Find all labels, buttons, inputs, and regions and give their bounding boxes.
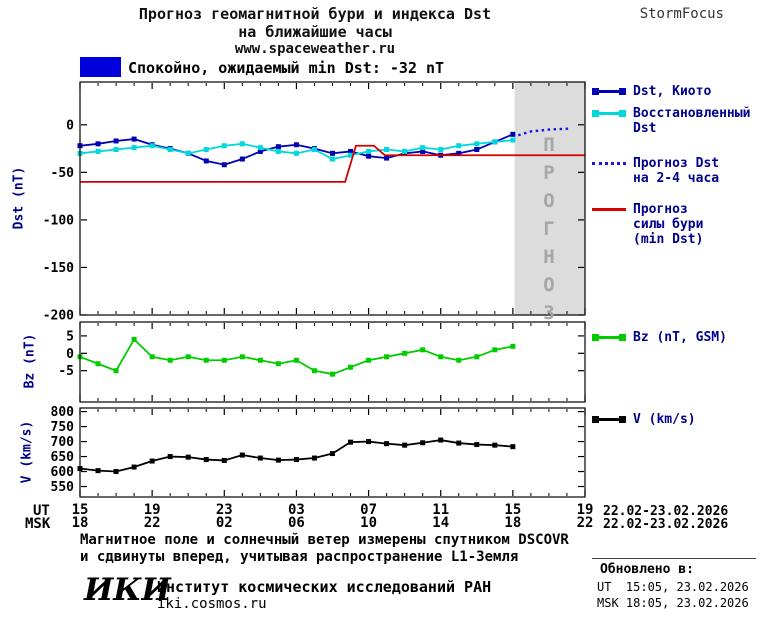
legend-restored-dst: Восстановленный — [592, 106, 750, 121]
svg-text:22: 22 — [144, 515, 161, 531]
site-url: www.spaceweather.ru — [234, 41, 396, 57]
footnote-line1: Магнитное поле и солнечный ветер измерен… — [80, 532, 569, 548]
svg-text:18: 18 — [72, 515, 89, 531]
status-color-box — [80, 57, 121, 77]
ut-axis-label: UT — [33, 503, 50, 519]
legend-storm-label: Прогноз — [633, 202, 688, 217]
svg-text:-200: -200 — [43, 309, 74, 324]
footnote-line2: и сдвинуты вперед, учитывая распростране… — [80, 549, 519, 565]
legend-storm-forecast: Прогноз — [592, 202, 688, 217]
svg-text:-150: -150 — [43, 261, 74, 276]
svg-text:02: 02 — [216, 515, 233, 531]
updated-ut: UT 15:05, 23.02.2026 — [597, 580, 749, 594]
msk-date-range: 22.02-23.02.2026 — [603, 517, 729, 532]
storm-forecast-swatch — [592, 208, 626, 211]
institute-logo: ИКИ — [84, 572, 171, 608]
svg-text:550: 550 — [51, 480, 75, 495]
restored-dst-swatch — [592, 110, 626, 117]
updated-heading: Обновлено в: — [600, 562, 694, 577]
forecast-dst-swatch — [592, 162, 626, 165]
page-title: Прогноз геомагнитной бури и индекса Dst — [138, 5, 492, 23]
legend-bz-label: Bz (nT, GSM) — [633, 330, 727, 345]
svg-text:10: 10 — [360, 515, 377, 531]
svg-text:5: 5 — [66, 329, 74, 344]
svg-text:07: 07 — [360, 502, 377, 518]
svg-text:19: 19 — [577, 502, 594, 518]
svg-text:15: 15 — [72, 502, 89, 518]
svg-text:650: 650 — [51, 450, 75, 465]
legend-dst-kyoto-label: Dst, Киото — [633, 84, 712, 99]
dst-kyoto-swatch — [592, 88, 626, 95]
legend-forecast-label: Прогноз Dst — [633, 156, 720, 171]
legend-restored-label-line2: Dst — [633, 121, 657, 136]
institute-name: Институт космических исследований РАН — [157, 578, 492, 596]
svg-text:03: 03 — [288, 502, 305, 518]
svg-text:0: 0 — [66, 118, 74, 133]
v-axis-label: V (km/s) — [19, 420, 35, 484]
legend-bz: Bz (nT, GSM) — [592, 330, 727, 345]
svg-text:14: 14 — [432, 515, 449, 531]
updated-msk: MSK 18:05, 23.02.2026 — [597, 596, 749, 610]
legend-v-label: V (km/s) — [633, 412, 696, 427]
svg-text:-100: -100 — [43, 213, 74, 228]
svg-text:23: 23 — [216, 502, 233, 518]
msk-axis-label: MSK — [25, 516, 51, 532]
brand-label: StormFocus — [639, 6, 724, 22]
legend-storm-label-line3: (min Dst) — [633, 232, 704, 247]
svg-text:15: 15 — [504, 502, 521, 518]
legend-dst-kyoto: Dst, Киото — [592, 84, 711, 99]
divider — [592, 558, 756, 559]
v-swatch — [592, 416, 626, 423]
forecast-region-label: ПРОГНОЗ — [538, 134, 560, 330]
svg-text:600: 600 — [51, 465, 75, 480]
svg-text:700: 700 — [51, 435, 75, 450]
dst-axis-label: Dst (nT) — [11, 166, 27, 230]
page-title-line2: на ближайшие часы — [238, 23, 392, 41]
bz-swatch — [592, 334, 626, 341]
svg-text:0: 0 — [66, 347, 74, 362]
svg-text:800: 800 — [51, 405, 75, 420]
svg-text:06: 06 — [288, 515, 305, 531]
svg-text:19: 19 — [144, 502, 161, 518]
svg-text:11: 11 — [432, 502, 449, 518]
ut-date-range: 22.02-23.02.2026 — [603, 504, 729, 519]
svg-text:750: 750 — [51, 420, 75, 435]
legend-v: V (km/s) — [592, 412, 696, 427]
legend-forecast-dst: Прогноз Dst — [592, 156, 719, 171]
svg-text:18: 18 — [504, 515, 521, 531]
legend-restored-label: Восстановленный — [633, 106, 751, 121]
status-text: Спокойно, ожидаемый min Dst: -32 nT — [128, 59, 445, 77]
svg-text:22: 22 — [577, 515, 594, 531]
legend-forecast-label-line2: на 2-4 часа — [633, 171, 720, 186]
legend-storm-label-line2: силы бури — [633, 217, 704, 232]
svg-text:-5: -5 — [58, 364, 74, 379]
svg-text:-50: -50 — [51, 166, 75, 181]
bz-axis-label: Bz (nT) — [22, 333, 38, 389]
institute-url: iki.cosmos.ru — [157, 596, 267, 612]
